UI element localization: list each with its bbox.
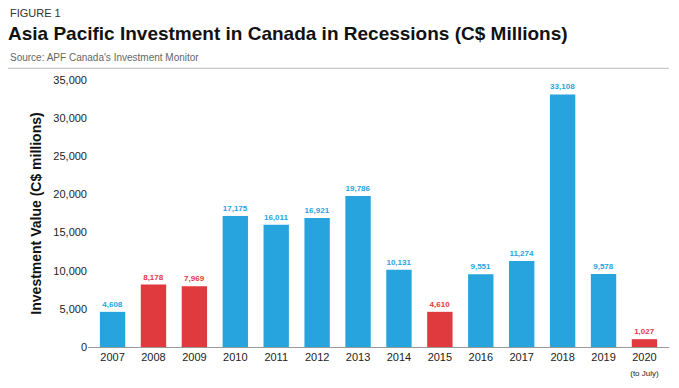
svg-text:FIGURE 1: FIGURE 1 xyxy=(10,7,61,19)
svg-text:8,178: 8,178 xyxy=(143,273,164,282)
svg-text:2011: 2011 xyxy=(264,351,288,363)
svg-text:2019: 2019 xyxy=(591,351,615,363)
svg-text:11,274: 11,274 xyxy=(509,249,534,258)
svg-text:2008: 2008 xyxy=(141,351,165,363)
svg-text:2014: 2014 xyxy=(387,351,411,363)
svg-text:2018: 2018 xyxy=(550,351,574,363)
svg-text:17,175: 17,175 xyxy=(223,204,248,213)
svg-text:2013: 2013 xyxy=(346,351,370,363)
svg-text:16,921: 16,921 xyxy=(305,206,330,215)
svg-text:4,608: 4,608 xyxy=(102,300,123,309)
svg-text:1,027: 1,027 xyxy=(634,327,655,336)
svg-text:2016: 2016 xyxy=(469,351,493,363)
svg-text:0: 0 xyxy=(81,341,87,353)
svg-text:19,786: 19,786 xyxy=(346,184,371,193)
svg-text:Asia Pacific Investment in Can: Asia Pacific Investment in Canada in Rec… xyxy=(8,23,568,44)
svg-text:15,000: 15,000 xyxy=(53,226,87,238)
svg-text:2015: 2015 xyxy=(428,351,452,363)
svg-text:7,969: 7,969 xyxy=(184,274,205,283)
svg-text:10,131: 10,131 xyxy=(386,258,411,267)
svg-text:10,000: 10,000 xyxy=(53,265,87,277)
svg-text:33,108: 33,108 xyxy=(550,82,575,91)
svg-text:2009: 2009 xyxy=(182,351,206,363)
svg-text:Source: APF Canada's Investmen: Source: APF Canada's Investment Monitor xyxy=(10,52,199,63)
svg-text:2020(to July): 2020(to July) xyxy=(630,351,659,377)
svg-text:9,578: 9,578 xyxy=(593,262,614,271)
svg-text:25,000: 25,000 xyxy=(53,150,87,162)
svg-text:Investment Value (C$ millions): Investment Value (C$ millions) xyxy=(28,112,44,314)
svg-text:2007: 2007 xyxy=(100,351,124,363)
svg-text:2017: 2017 xyxy=(509,351,533,363)
svg-text:35,000: 35,000 xyxy=(53,74,87,86)
svg-text:5,000: 5,000 xyxy=(59,303,87,315)
svg-text:4,610: 4,610 xyxy=(430,300,451,309)
svg-text:20,000: 20,000 xyxy=(53,188,87,200)
svg-text:30,000: 30,000 xyxy=(53,112,87,124)
svg-text:16,011: 16,011 xyxy=(264,213,289,222)
svg-text:2012: 2012 xyxy=(305,351,329,363)
svg-text:9,551: 9,551 xyxy=(470,262,491,271)
svg-text:2010: 2010 xyxy=(223,351,247,363)
